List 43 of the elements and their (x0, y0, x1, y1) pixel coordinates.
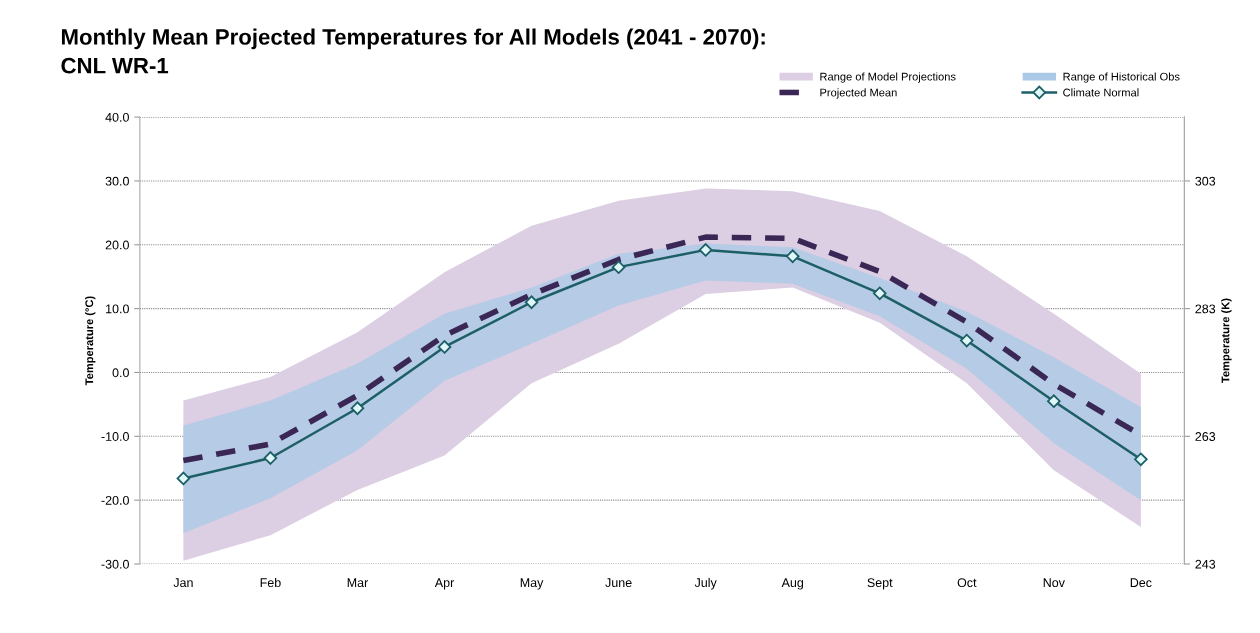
point (176, 471, 191, 486)
x-tick-label: Feb (260, 577, 281, 588)
point (785, 249, 800, 264)
chart-title: Monthly Mean Projected Temperatures for All Models (2041 - 2070): CNL WR-1 (61, 28, 765, 74)
y2-axis-title: Temperature (K) (1221, 298, 1232, 383)
point (611, 260, 626, 274)
y2-tick-label: 243 (1195, 559, 1216, 569)
y-tick-label: 40.0 (105, 112, 129, 122)
point (698, 243, 713, 257)
legend-label: Climate Normal (1063, 88, 1139, 97)
x-tick-label: May (520, 578, 544, 590)
x-tick-label: June (605, 578, 632, 588)
y-tick-label: 30.0 (105, 176, 129, 186)
point (1134, 452, 1148, 467)
point (959, 333, 974, 348)
legend-label: Projected Mean (820, 88, 897, 99)
y2-tick-label: 303 (1195, 176, 1216, 186)
point (263, 451, 278, 465)
y-tick-label: 20.0 (105, 240, 129, 250)
x-tick-label: Nov (1043, 578, 1065, 588)
point (872, 286, 887, 301)
x-tick-label: Jan (173, 578, 193, 588)
x-tick-label: Dec (1130, 578, 1152, 588)
y-tick-label: -10.0 (101, 432, 129, 441)
point (1047, 394, 1061, 409)
x-tick-label: Aug (781, 578, 804, 590)
y-tick-label: 10.0 (106, 304, 129, 314)
x-tick-label: Oct (957, 578, 977, 588)
x-tick-label: Mar (347, 578, 369, 588)
y-tick-label: 0.0 (112, 368, 129, 378)
point (350, 401, 365, 416)
x-tick-label: July (694, 577, 717, 590)
y-tick-label: -30.0 (101, 559, 129, 569)
point (524, 295, 539, 310)
y2-tick-label: 283 (1195, 304, 1216, 314)
legend-label: Range of Historical Obs (1063, 72, 1180, 83)
y-axis-title: Temperature (°C) (85, 296, 96, 386)
x-tick-label: Sept (867, 578, 893, 590)
legend-label: Range of Model Projections (820, 72, 956, 83)
y2-tick-label: 263 (1195, 432, 1216, 441)
x-tick-label: Apr (434, 578, 455, 590)
y-tick-label: -20.0 (101, 495, 129, 505)
point (437, 340, 452, 354)
